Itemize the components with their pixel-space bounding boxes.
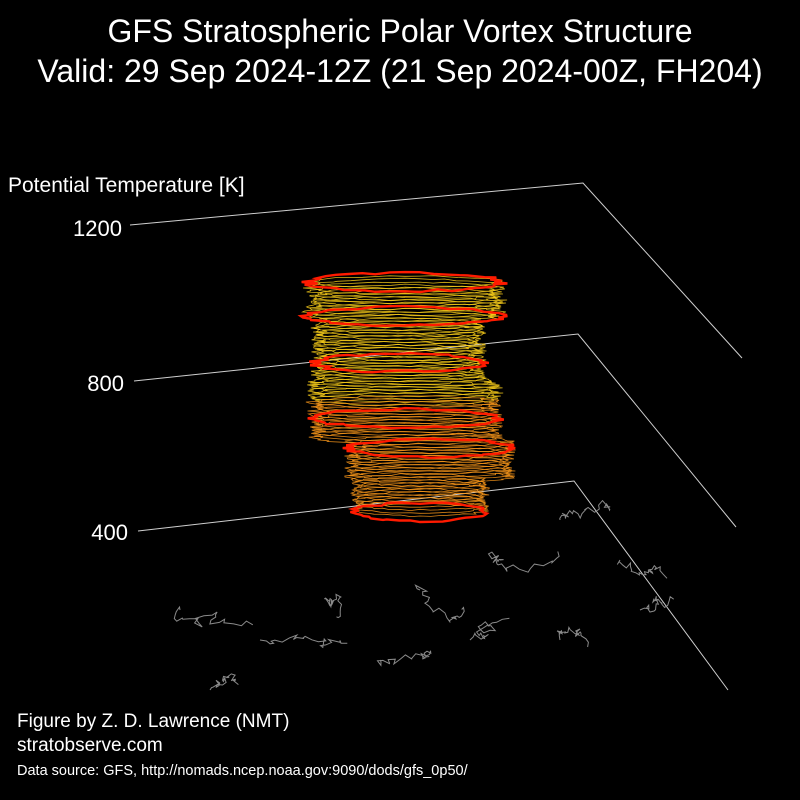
- contour-line-15: [310, 320, 485, 334]
- chart-title: GFS Stratospheric Polar Vortex Structure: [107, 13, 693, 49]
- contour-line-52: [308, 431, 503, 446]
- highlight-contour-650: [342, 437, 516, 460]
- contour-line-29: [316, 361, 482, 377]
- contour-line-32: [316, 371, 487, 386]
- axis-grid: [129, 182, 743, 691]
- grid-level-800: [133, 333, 737, 528]
- contour-line-45: [307, 409, 502, 424]
- contour-line-70: [349, 485, 486, 500]
- contour-line-67: [351, 475, 487, 490]
- contour-line-20: [316, 335, 479, 349]
- contour-line-64: [348, 466, 515, 482]
- coastline-10: [556, 626, 589, 648]
- contour-line-71: [351, 487, 490, 502]
- contour-line-10: [301, 304, 507, 320]
- contour-line-44: [307, 406, 502, 422]
- contour-line-66: [350, 473, 487, 487]
- figure-credit: Figure by Z. D. Lawrence (NMT): [17, 711, 290, 732]
- contour-line-9: [308, 301, 501, 316]
- contour-line-34: [307, 377, 500, 391]
- contour-line-0: [313, 275, 503, 290]
- contour-line-48: [310, 418, 503, 433]
- vortex-contours: [297, 270, 516, 524]
- coastline-11: [639, 595, 674, 613]
- contour-line-6: [312, 292, 508, 307]
- contour-line-2: [303, 281, 505, 295]
- contour-line-61: [349, 458, 511, 472]
- contour-line-37: [311, 386, 504, 400]
- coastline-3: [414, 584, 465, 623]
- coastline-2: [324, 593, 343, 619]
- basemap-coastlines: [173, 499, 674, 691]
- website-link: stratobserve.com: [17, 735, 163, 756]
- coastline-7: [469, 617, 510, 641]
- contour-line-3: [306, 283, 502, 298]
- highlight-contour-500: [347, 501, 490, 524]
- contour-line-38: [307, 389, 501, 404]
- contour-line-5: [309, 290, 501, 304]
- contour-line-25: [313, 350, 484, 365]
- contour-line-58: [344, 448, 515, 463]
- contour-line-21: [312, 338, 486, 352]
- coastline-5: [559, 499, 611, 521]
- coastline-6: [616, 559, 668, 579]
- contour-line-74: [355, 497, 487, 512]
- z-tick-400: 400: [91, 520, 128, 545]
- contour-line-35: [310, 380, 503, 395]
- contour-line-42: [314, 400, 499, 416]
- grid-level-400: [137, 480, 729, 691]
- highlight-contour-1040: [301, 270, 508, 294]
- contour-line-8: [305, 299, 502, 313]
- z-tick-800: 800: [87, 371, 124, 396]
- contour-line-68: [356, 479, 487, 493]
- coastline-1: [259, 633, 348, 649]
- contour-line-33: [307, 374, 493, 388]
- contour-line-18: [314, 329, 480, 344]
- coastline-4: [487, 551, 560, 573]
- grid-level-1200: [129, 182, 743, 359]
- contour-line-60: [345, 454, 512, 470]
- coastline-8: [376, 650, 432, 667]
- contour-line-69: [351, 481, 490, 496]
- z-tick-1200: 1200: [73, 216, 122, 241]
- coastline-9: [209, 673, 239, 691]
- contour-line-16: [313, 323, 484, 337]
- z-axis-label: Potential Temperature [K]: [8, 174, 245, 197]
- data-source-note: Data source: GFS, http://nomads.ncep.noa…: [17, 763, 468, 779]
- contour-line-22: [313, 341, 486, 355]
- contour-line-55: [347, 440, 512, 454]
- highlight-contour-960: [297, 304, 508, 328]
- contour-line-40: [305, 395, 500, 409]
- coastline-0: [173, 605, 254, 628]
- contour-line-73: [351, 493, 486, 508]
- contour-line-53: [344, 433, 515, 449]
- contour-line-36: [307, 383, 499, 398]
- contour-line-47: [311, 416, 503, 430]
- contour-line-17: [313, 325, 487, 341]
- highlight-contour-720: [307, 406, 505, 430]
- contour-line-24: [316, 346, 485, 361]
- contour-line-39: [311, 392, 498, 406]
- contour-line-43: [307, 403, 499, 418]
- chart-subtitle: Valid: 29 Sep 2024-12Z (21 Sep 2024-00Z,…: [37, 53, 763, 89]
- contour-line-19: [311, 332, 481, 347]
- contour-line-23: [311, 344, 487, 359]
- highlight-contour-850: [309, 351, 490, 374]
- contour-line-62: [344, 460, 513, 475]
- contour-line-57: [348, 446, 515, 460]
